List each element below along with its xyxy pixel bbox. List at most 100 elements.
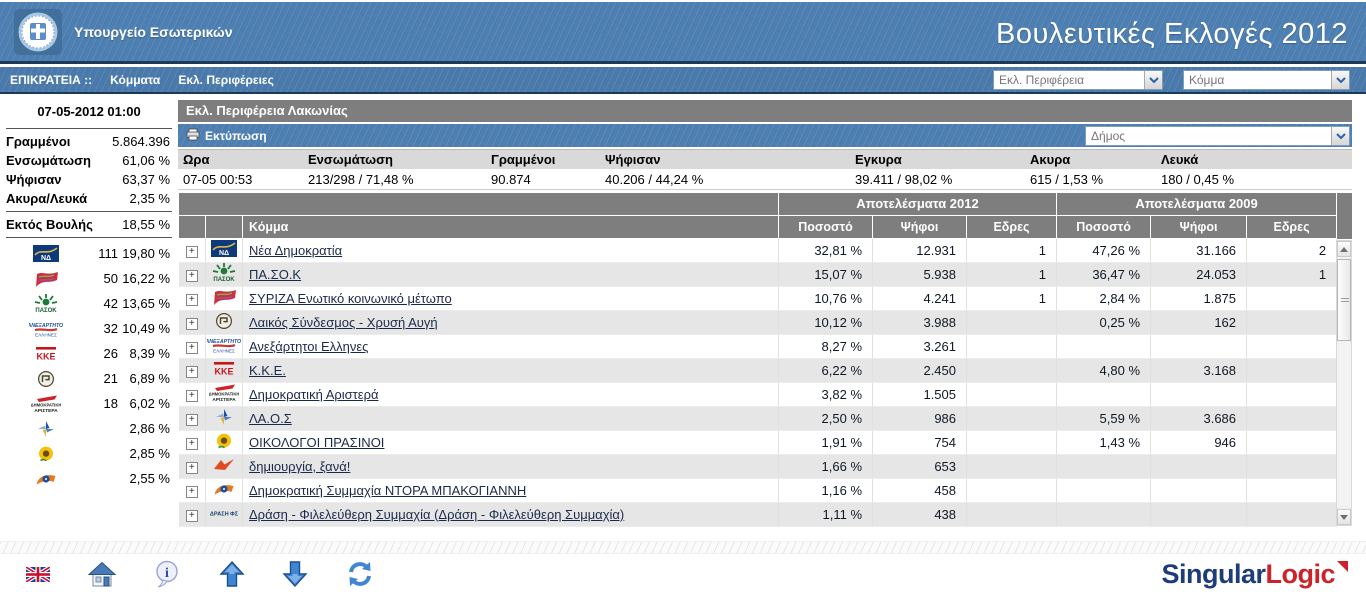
svg-text:ΑΡΙΣΤΕΡΑ: ΑΡΙΣΤΕΡΑ	[212, 397, 236, 402]
svg-text:ΑΡΙΣΤΕΡΑ: ΑΡΙΣΤΕΡΑ	[34, 408, 58, 413]
sidebar: 07-05-2012 01:00 Γραμμένοι 5.864.396 Ενσ…	[0, 96, 178, 540]
table-row-greens: + ΟΙΚΟΛΟΓΟΙ ΠΡΑΣΙΝΟΙ 1,91 % 754 1,43 % 9…	[178, 430, 1338, 455]
table-row-kke: + ΚΚΕ Κ.Κ.Ε. 6,22 % 2.450 4,80 % 3.168	[178, 358, 1338, 383]
chevron-down-icon[interactable]	[1144, 71, 1162, 89]
pct-2009	[1056, 382, 1152, 407]
chevron-down-icon[interactable]	[1331, 71, 1349, 89]
sidebar-party-list: ΝΔ 111 19,80 % 50 16,22 % ΠΑΣΟΚ 42 13,65…	[0, 241, 178, 491]
scroll-down-button[interactable]	[1337, 509, 1351, 525]
expand-icon[interactable]: +	[185, 294, 198, 306]
summary-header-row: Ωρα Ενσωμάτωση Γραμμένοι Ψήφισαν Εγκυρα Ακυρα…	[178, 149, 1352, 170]
divider	[6, 128, 172, 129]
vertical-scrollbar[interactable]	[1336, 240, 1352, 526]
party-link[interactable]: ΣΥΡΙΖΑ Ενωτικό κοινωνικό μέτωπο	[249, 290, 452, 306]
party-link[interactable]: Νέα Δημοκρατία	[249, 242, 343, 258]
expand-icon[interactable]: +	[185, 342, 198, 354]
expand-icon[interactable]: +	[185, 270, 198, 282]
votes-2012: 3.988	[872, 310, 968, 335]
brand-tick-icon	[1337, 560, 1348, 572]
pct-2012: 3,82 %	[778, 382, 874, 407]
expand-icon[interactable]: +	[185, 390, 198, 402]
ministry-label: Υπουργείο Εσωτερικών	[74, 24, 233, 40]
party-seats: 26	[103, 346, 118, 361]
seats-2012: 1	[966, 238, 1058, 263]
group-2009-header: Αποτελέσματα 2009	[1056, 193, 1338, 216]
sidebar-party-syriza: 50 16,22 %	[0, 266, 178, 291]
party-link[interactable]: Ανεξάρτητοι Ελληνες	[249, 338, 369, 354]
nav-scope-epikrateia[interactable]: ΕΠΙΚΡΑΤΕΙΑ ::	[10, 72, 93, 87]
votes-2012: 3.261	[872, 334, 968, 359]
table-row-drasi: + ΔΡΑΣΗ ΦΣ Δράση - Φιλελεύθερη Συμμαχία …	[178, 502, 1338, 527]
nav-link-kommata[interactable]: Κόμματα	[110, 72, 161, 87]
party-link[interactable]: ΟΙΚΟΛΟΓΟΙ ΠΡΑΣΙΝΟΙ	[249, 434, 385, 450]
party-logo-pasok-icon: ΠΑΣΟΚ	[0, 294, 92, 313]
party-percent: 10,49 %	[122, 321, 170, 336]
votes-2009	[1150, 502, 1248, 527]
nav-link-ekl-perifereies[interactable]: Εκλ. Περιφέρειες	[178, 72, 274, 87]
party-link[interactable]: Δημοκρατική Αριστερά	[249, 386, 379, 402]
stat-row: Γραμμένοι 5.864.396	[6, 134, 170, 149]
uk-flag-icon[interactable]	[26, 566, 50, 582]
expand-icon[interactable]: +	[185, 366, 198, 378]
region-select[interactable]: Εκλ. Περιφέρεια	[993, 70, 1163, 90]
info-icon[interactable]: i	[154, 560, 182, 588]
party-logo-pasok-icon: ΠΑΣΟΚ	[209, 263, 239, 285]
expand-icon[interactable]: +	[185, 246, 198, 258]
region-summary: Ωρα Ενσωμάτωση Γραμμένοι Ψήφισαν Εγκυρα Ακυρα…	[178, 149, 1352, 190]
home-icon[interactable]	[87, 561, 117, 588]
stat-row: Ακυρα/Λευκά 2,35 %	[6, 191, 170, 206]
party-logo-nd-icon: ΝΔ	[0, 244, 92, 263]
party-link[interactable]: Δράση - Φιλελεύθερη Συμμαχία (Δράση - Φι…	[249, 506, 625, 522]
party-logo-nd-icon: ΝΔ	[210, 240, 238, 261]
table-row-xa: + Λαικός Σύνδεσμος - Χρυσή Αυγή 10,12 % …	[178, 310, 1338, 335]
expand-icon[interactable]: +	[185, 486, 198, 498]
seats-2009	[1246, 358, 1338, 383]
party-link[interactable]: δημιουργία, ξανά!	[249, 458, 351, 474]
arrow-down-icon[interactable]	[282, 560, 308, 588]
results-table: Αποτελέσματα 2012 Αποτελέσματα 2009 Κόμμ…	[177, 193, 1338, 527]
expand-icon[interactable]: +	[185, 510, 198, 522]
chevron-down-icon[interactable]	[1331, 127, 1349, 145]
seats-2012	[966, 502, 1058, 527]
expand-icon[interactable]: +	[185, 318, 198, 330]
seats-2009	[1246, 310, 1338, 335]
table-row-laos: + ΛΑ.Ο.Σ 2,50 % 986 5,59 % 3.686	[178, 406, 1338, 431]
summary-value-row: 07-05 00:53 213/298 / 71,48 % 90.874 40.206…	[178, 170, 1352, 190]
expand-icon[interactable]: +	[185, 462, 198, 474]
table-row-nd: + ΝΔ Νέα Δημοκρατία 32,81 % 12.931 1 47,…	[178, 238, 1338, 263]
seats-2009	[1246, 406, 1338, 431]
sidebar-stats: Γραμμένοι 5.864.396 Ενσωμάτωση 61,06 % Ψ…	[0, 132, 178, 208]
party-link[interactable]: Κ.Κ.Ε.	[249, 362, 286, 378]
expand-icon[interactable]: +	[185, 438, 198, 450]
arrow-up-icon[interactable]	[219, 560, 245, 588]
municipality-select[interactable]: Δήμος	[1085, 126, 1350, 146]
seats-2012	[966, 358, 1058, 383]
party-link[interactable]: ΛΑ.Ο.Σ	[249, 410, 292, 426]
pct-2009	[1056, 334, 1152, 359]
table-row-disy: + Δημοκρατική Συμμαχία ΝΤΟΡΑ ΜΠΑΚΟΓΙΑΝΝΗ…	[178, 478, 1338, 503]
party-link[interactable]: Λαικός Σύνδεσμος - Χρυσή Αυγή	[249, 314, 438, 330]
party-link[interactable]: ΠΑ.ΣΟ.Κ	[249, 266, 302, 282]
col-votes-2012: Ψήφοι	[872, 215, 968, 239]
table-row-syriza: + ΣΥΡΙΖΑ Ενωτικό κοινωνικό μέτωπο 10,76 …	[178, 286, 1338, 311]
seats-2009: 2	[1246, 238, 1338, 263]
refresh-icon[interactable]	[345, 561, 375, 587]
votes-2009: 31.166	[1150, 238, 1248, 263]
print-button[interactable]: Εκτύπωση	[186, 128, 267, 144]
party-logo-greens-icon	[215, 433, 233, 453]
summary-header-2: Γραμμένοι	[491, 152, 556, 167]
votes-2012: 653	[872, 454, 968, 479]
pct-2009: 0,25 %	[1056, 310, 1152, 335]
col-pct-2012: Ποσοστό	[778, 215, 874, 239]
expand-icon[interactable]: +	[185, 414, 198, 426]
scrollbar-corner	[1336, 193, 1352, 239]
svg-text:ΑΝΕΞΑΡΤΗΤΟΙ: ΑΝΕΞΑΡΤΗΤΟΙ	[207, 339, 241, 345]
votes-2012: 12.931	[872, 238, 968, 263]
party-link[interactable]: Δημοκρατική Συμμαχία ΝΤΟΡΑ ΜΠΑΚΟΓΙΑΝΝΗ	[249, 482, 527, 498]
scroll-up-button[interactable]	[1337, 241, 1351, 257]
stripe-divider	[0, 541, 1366, 554]
party-select[interactable]: Κόμμα	[1183, 70, 1350, 90]
summary-header-3: Ψήφισαν	[605, 152, 661, 167]
scrollbar-thumb[interactable]	[1337, 259, 1351, 341]
